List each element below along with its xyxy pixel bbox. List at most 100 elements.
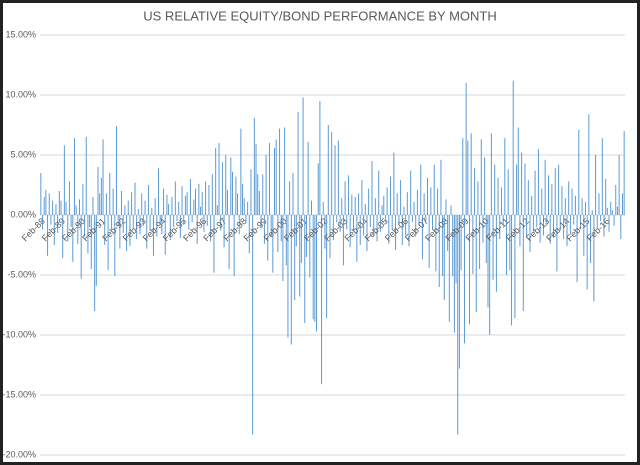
bar — [400, 180, 402, 215]
bar — [477, 181, 479, 215]
bar — [65, 201, 67, 215]
bar — [337, 140, 339, 215]
bar — [321, 215, 323, 385]
bar — [554, 168, 556, 215]
bar — [443, 215, 445, 301]
bar — [193, 199, 195, 215]
bar — [75, 205, 77, 215]
bar — [595, 155, 597, 215]
bar — [373, 215, 375, 237]
bar — [526, 215, 528, 237]
bar — [164, 215, 166, 255]
bar — [546, 215, 548, 226]
bar — [233, 215, 235, 277]
bar — [144, 200, 146, 215]
bar — [376, 215, 378, 242]
bar — [563, 215, 565, 239]
bar — [418, 215, 420, 226]
bar — [408, 215, 410, 247]
bar — [521, 152, 523, 215]
bar — [430, 187, 432, 215]
bar — [596, 215, 598, 229]
y-tick-label: 5.00% — [10, 149, 36, 159]
bar — [347, 175, 349, 215]
bar — [80, 215, 82, 279]
bar — [225, 155, 227, 215]
bar — [608, 215, 610, 232]
bar — [257, 174, 259, 215]
bar — [299, 215, 301, 297]
bar — [561, 186, 563, 215]
bar — [60, 200, 62, 215]
bar — [574, 195, 576, 215]
bar — [124, 205, 126, 215]
bar — [378, 170, 380, 215]
bar — [364, 204, 366, 215]
bar — [440, 159, 442, 215]
bar — [416, 189, 418, 215]
bar — [68, 181, 70, 215]
bar — [121, 191, 123, 215]
bar — [428, 215, 430, 268]
bar — [578, 129, 580, 215]
bar — [423, 193, 425, 215]
chart-title: US RELATIVE EQUITY/BOND PERFORMANCE BY M… — [143, 8, 496, 23]
bar — [398, 215, 400, 225]
bar — [47, 215, 49, 256]
bar — [368, 188, 370, 215]
bar — [104, 215, 106, 245]
bar — [139, 215, 141, 235]
bar — [179, 215, 181, 238]
bar — [117, 215, 119, 226]
bar — [200, 206, 202, 215]
bar — [250, 169, 252, 215]
bar — [151, 207, 153, 215]
bar — [359, 215, 361, 245]
bar — [605, 179, 607, 215]
bar — [90, 215, 92, 269]
bar — [310, 200, 312, 215]
bar — [489, 215, 491, 335]
bar — [84, 215, 86, 237]
bar — [426, 177, 428, 215]
bar — [275, 139, 277, 215]
bar — [72, 215, 74, 262]
bar — [475, 215, 477, 313]
bar — [40, 173, 42, 215]
bar — [319, 101, 321, 215]
bar — [329, 215, 331, 259]
bar — [107, 215, 109, 271]
bar — [366, 215, 368, 251]
bar — [470, 133, 472, 215]
bar — [527, 180, 529, 215]
bar — [327, 125, 329, 215]
bar — [553, 215, 555, 238]
bar — [210, 215, 212, 242]
bar — [238, 215, 240, 235]
bar — [191, 215, 193, 223]
bar — [351, 194, 353, 215]
bar — [77, 215, 79, 244]
bar — [584, 201, 586, 215]
bar — [457, 215, 459, 435]
bar — [356, 215, 358, 262]
bar — [445, 199, 447, 215]
bar — [253, 117, 255, 215]
bar — [178, 201, 180, 215]
bar — [176, 215, 178, 221]
bar — [511, 215, 513, 326]
bar — [490, 133, 492, 215]
bar — [292, 173, 294, 215]
bar — [539, 215, 541, 243]
bar — [542, 215, 544, 236]
bar — [396, 193, 398, 215]
bar — [623, 131, 625, 215]
bar — [591, 210, 593, 215]
bar — [571, 188, 573, 215]
bar — [284, 127, 286, 215]
bar — [516, 164, 518, 215]
bar — [131, 192, 133, 215]
bar — [613, 215, 615, 226]
bar — [305, 215, 307, 257]
bar — [166, 194, 168, 215]
